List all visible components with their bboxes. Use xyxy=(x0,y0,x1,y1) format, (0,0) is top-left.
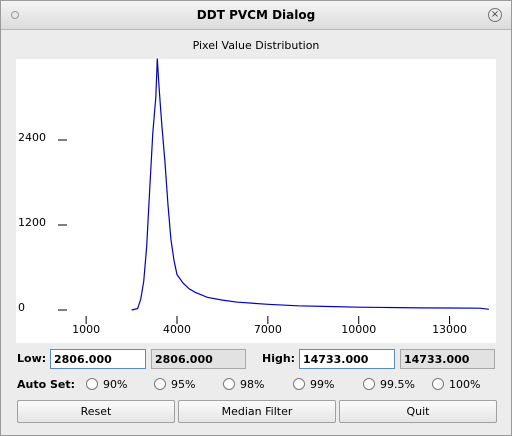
window-title: DDT PVCM Dialog xyxy=(196,8,316,22)
auto-set-option[interactable]: 98% xyxy=(223,378,264,391)
auto-set-label: Auto Set: xyxy=(17,378,76,391)
low-value: 2806.000 xyxy=(151,349,246,369)
x-tick-label: 10000 xyxy=(341,323,376,336)
high-value: 14733.000 xyxy=(400,349,495,369)
x-tick-label: 13000 xyxy=(432,323,467,336)
radio-label: 98% xyxy=(240,378,265,391)
low-label: Low: xyxy=(17,352,47,365)
title-bar: DDT PVCM Dialog × xyxy=(1,1,511,30)
x-tick-label: 1000 xyxy=(72,323,100,336)
auto-set-option[interactable]: 90% xyxy=(86,378,127,391)
plot-area xyxy=(16,59,496,343)
button[interactable]: Reset xyxy=(17,400,175,423)
radio-label: 100% xyxy=(449,378,481,391)
close-button[interactable]: × xyxy=(488,8,502,22)
window-menu[interactable] xyxy=(11,11,19,19)
auto-set-option[interactable]: 99.5% xyxy=(363,378,415,391)
high-input[interactable]: 14733.000 xyxy=(299,349,395,369)
x-tick-label: 7000 xyxy=(254,323,282,336)
chart: Pixel Value Distribution 0 1200 2400 1000 40… xyxy=(16,39,496,343)
high-label: High: xyxy=(262,352,296,365)
y-tick-label: 0 xyxy=(18,301,25,314)
auto-set-option[interactable]: 95% xyxy=(154,378,195,391)
radio-label: 99.5% xyxy=(380,378,415,391)
radio-label: 95% xyxy=(171,378,196,391)
radio-circle[interactable] xyxy=(154,378,166,390)
auto-set-option[interactable]: 100% xyxy=(432,378,480,391)
radio-label: 90% xyxy=(103,378,128,391)
radio-label: 99% xyxy=(310,378,335,391)
radio-circle[interactable] xyxy=(432,378,444,390)
y-tick-label: 2400 xyxy=(18,131,46,144)
low-input[interactable]: 2806.000 xyxy=(50,349,146,369)
y-tick-label: 1200 xyxy=(18,216,46,229)
radio-circle[interactable] xyxy=(293,378,305,390)
auto-set-option[interactable]: 99% xyxy=(293,378,334,391)
radio-circle[interactable] xyxy=(86,378,98,390)
button[interactable]: Median Filter xyxy=(178,400,336,423)
histogram-line xyxy=(131,58,489,311)
x-tick-label: 4000 xyxy=(163,323,191,336)
radio-circle[interactable] xyxy=(363,378,375,390)
button[interactable]: Quit xyxy=(339,400,497,423)
radio-circle[interactable] xyxy=(223,378,235,390)
chart-title: Pixel Value Distribution xyxy=(193,39,320,52)
